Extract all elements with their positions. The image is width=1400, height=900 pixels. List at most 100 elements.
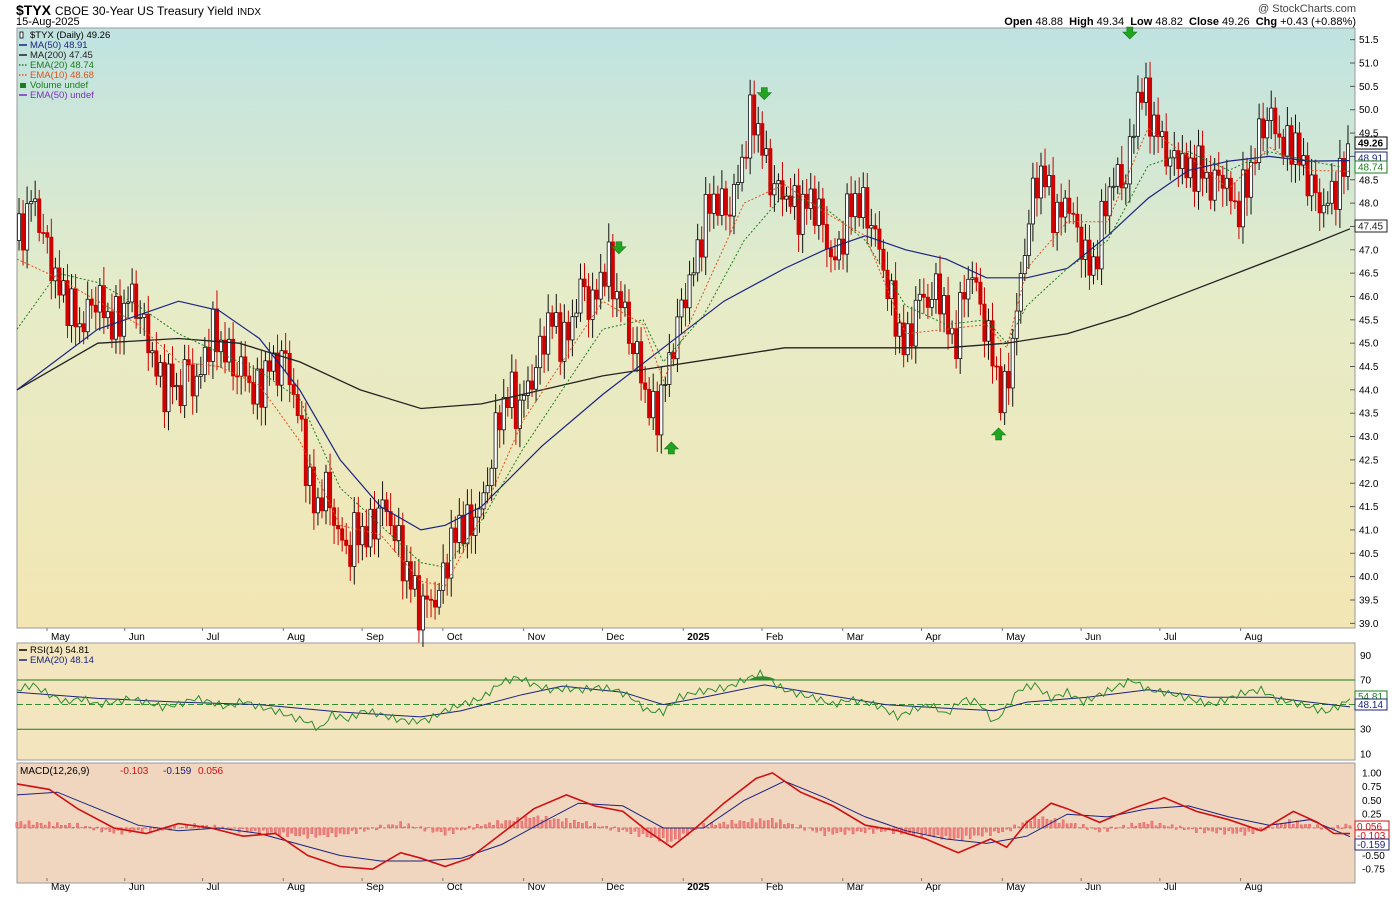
candle-body (990, 320, 995, 367)
rsi-tick-label: 70 (1360, 675, 1372, 686)
candle-body (1083, 239, 1088, 260)
macd-month-label: Jul (207, 882, 220, 893)
candle-body (942, 295, 947, 315)
macd-histogram-bar (431, 827, 435, 833)
candle-body (663, 384, 668, 386)
candle-body (307, 466, 312, 486)
macd-histogram-bar (375, 827, 378, 831)
candle-body (893, 280, 898, 337)
candle-body (174, 385, 179, 388)
last-value-box (1354, 160, 1388, 174)
chart-date: 15-Aug-2025 (16, 16, 80, 28)
macd-histogram-bar (1122, 824, 1125, 829)
macd-histogram-bar (443, 827, 447, 836)
candle-body (550, 312, 555, 327)
macd-histogram-bar (1142, 822, 1146, 829)
macd-histogram-bar (742, 820, 746, 829)
macd-histogram-bar (524, 816, 528, 829)
macd-histogram-bar (395, 825, 398, 829)
macd-histogram-bar (581, 823, 584, 829)
macd-month-label: Mar (847, 882, 865, 893)
candle-body (1228, 177, 1233, 202)
candle-body (485, 485, 490, 494)
macd-histogram-bar (64, 824, 67, 829)
macd-histogram-bar (476, 824, 479, 829)
macd-histogram-bar (577, 822, 580, 829)
macd-histogram-bar (771, 818, 774, 829)
macd-histogram-bar (496, 820, 499, 829)
macd-histogram-bar (573, 820, 576, 829)
price-tick-label: 46.5 (1359, 269, 1379, 280)
macd-histogram-bar (730, 820, 734, 829)
macd-histogram-bar (722, 822, 726, 829)
candle-body (481, 492, 486, 510)
macd-last-value-label: -0.103 (1357, 831, 1386, 842)
macd-histogram-bar (43, 824, 47, 829)
macd-legend: MACD(12,26,9) -0.103 -0.159 0.056 (20, 766, 223, 777)
macd-histogram-bar (213, 824, 217, 829)
macd-histogram-bar (625, 827, 629, 832)
macd-histogram-bar (334, 827, 338, 837)
candle-body (182, 359, 187, 407)
candle-body (1022, 255, 1027, 275)
last-value-label: 48.74 (1358, 163, 1383, 174)
candle-body (1156, 114, 1161, 138)
candle-body (1305, 155, 1310, 197)
candle-body (994, 365, 999, 368)
price-tick-label: 50.5 (1359, 82, 1379, 93)
macd-histogram-bar (827, 827, 831, 832)
price-tick-label: 42.5 (1359, 455, 1379, 466)
candle-body (594, 289, 599, 300)
price-panel[interactable] (16, 27, 1356, 629)
macd-histogram-bar (1247, 827, 1251, 832)
macd-histogram-bar (120, 827, 124, 835)
candle-body (602, 271, 607, 287)
candle-body (1184, 153, 1189, 179)
macd-histogram-bar (835, 827, 839, 834)
candle-body (954, 328, 959, 360)
candle-body (186, 359, 191, 366)
candle-body (1063, 197, 1068, 218)
macd-histogram-bar (1073, 823, 1077, 829)
rsi-panel[interactable] (16, 642, 1356, 761)
price-tick-label: 45.0 (1359, 339, 1379, 350)
candle-body (400, 525, 405, 582)
candle-body (966, 278, 971, 300)
macd-histogram-bar (1203, 827, 1206, 834)
candle-body (1123, 183, 1128, 189)
macd-histogram-bar (290, 827, 293, 834)
candle-body (667, 352, 672, 385)
candle-body (853, 193, 858, 218)
macd-panel[interactable] (16, 762, 1356, 884)
candle-body (780, 180, 785, 200)
price-tick-label: 41.0 (1359, 525, 1379, 536)
candle-body (315, 497, 320, 514)
candle-body (917, 293, 922, 301)
macd-histogram-bar (1191, 827, 1194, 830)
macd-histogram-bar (152, 827, 156, 830)
open-value: 48.88 (1035, 16, 1063, 28)
last-value-box (1354, 219, 1388, 233)
macd-histogram-bar (96, 826, 99, 829)
macd-histogram-bar (779, 819, 782, 829)
macd-histogram-bar (1045, 818, 1049, 829)
candle-body (752, 94, 757, 136)
candle-body (736, 182, 741, 185)
price-month-label: Jul (1164, 632, 1177, 643)
candle-body (635, 341, 640, 355)
macd-histogram-bar (791, 824, 794, 829)
price-legend-entry: $TYX (Daily) 49.26 (30, 30, 110, 41)
macd-histogram-bar (657, 827, 661, 842)
macd-histogram-bar (92, 827, 95, 831)
macd-histogram-bar (1053, 818, 1057, 829)
candle-body (93, 304, 98, 313)
macd-histogram-bar (1037, 819, 1041, 829)
candle-body (267, 360, 272, 372)
candle-body (703, 194, 708, 258)
macd-histogram-bar (342, 827, 346, 835)
price-tick-label: 45.5 (1359, 315, 1379, 326)
candle-body (1216, 169, 1221, 176)
candle-body (45, 232, 50, 238)
macd-histogram-bar (964, 827, 968, 836)
